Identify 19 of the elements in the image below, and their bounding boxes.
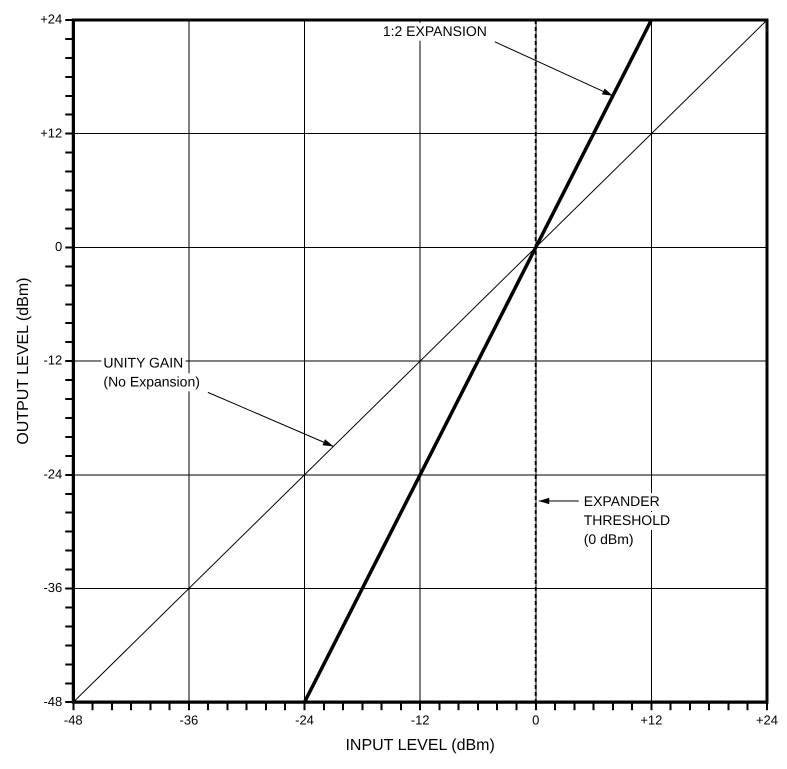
x-tick-label: 0 (532, 712, 540, 728)
y-tick-label: -48 (43, 694, 62, 709)
x-tick-label: -36 (179, 712, 198, 728)
x-axis-title: INPUT LEVEL (dBm) (345, 736, 495, 754)
x-tick-label: -48 (64, 712, 83, 728)
y-tick-label: +12 (40, 125, 62, 140)
x-tick-label: +24 (756, 712, 778, 728)
x-tick-label: -12 (410, 712, 430, 728)
y-tick-label: -36 (43, 580, 62, 596)
annotation: UNITY GAIN (No Expansion) (103, 354, 200, 390)
y-axis-title: OUTPUT LEVEL (dBm) (15, 278, 32, 445)
x-tick-label: +12 (640, 712, 662, 728)
annotation: 1:2 EXPANSION (382, 22, 487, 39)
ref-line-label: EXPANDER THRESHOLD (0 dBm) (584, 492, 670, 547)
y-tick-label: -24 (43, 466, 62, 482)
y-tick-label: 0 (55, 238, 62, 254)
y-tick-label: +24 (40, 12, 62, 27)
x-tick-label: -24 (295, 712, 314, 728)
y-tick-label: -12 (43, 352, 62, 368)
